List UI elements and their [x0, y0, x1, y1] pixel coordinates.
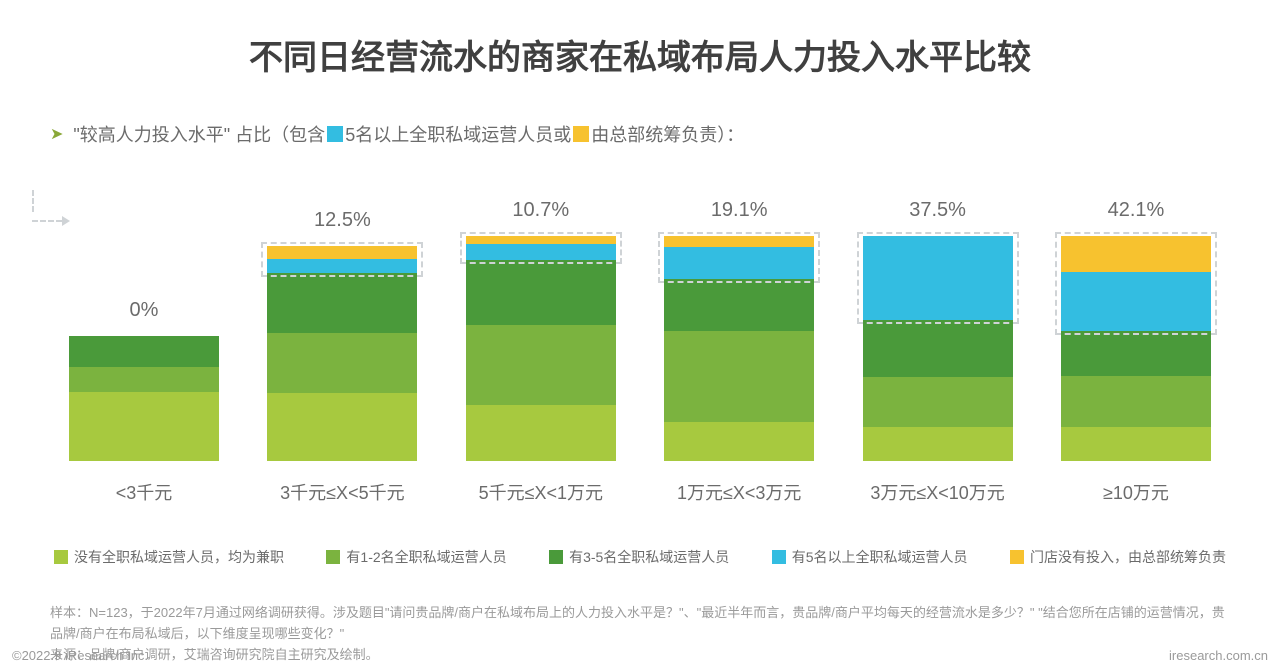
footnote-line-1: 样本：N=123，于2022年7月通过网络调研获得。涉及题目"请问贵品牌/商户在… — [50, 603, 1230, 645]
bar-segment — [664, 331, 814, 422]
chevron-icon: ➤ — [50, 124, 63, 144]
legend-label: 有1-2名全职私域运营人员 — [346, 547, 506, 567]
bar-segment — [466, 325, 616, 405]
bar-segment — [267, 393, 417, 461]
bar-wrap — [863, 236, 1013, 461]
bar-segment — [69, 336, 219, 367]
x-tick-label: 5千元≤X<1万元 — [457, 479, 625, 505]
bar-segment — [1061, 376, 1211, 428]
chart-column: 10.7% — [457, 199, 625, 461]
bar-segment — [267, 246, 417, 259]
legend-item: 有1-2名全职私域运营人员 — [326, 547, 506, 567]
bar-segment — [664, 247, 814, 279]
stacked-bar — [863, 236, 1013, 461]
bar-segment — [664, 279, 814, 331]
legend-swatch-icon — [1010, 550, 1024, 564]
bar-segment — [69, 392, 219, 461]
swatch-5plus-icon — [327, 126, 343, 142]
bar-segment — [1061, 427, 1211, 461]
swatch-hq-icon — [573, 126, 589, 142]
legend-label: 有5名以上全职私域运营人员 — [792, 547, 968, 567]
top-pct-label: 12.5% — [314, 209, 371, 232]
bar-wrap — [69, 336, 219, 461]
bar-segment — [267, 333, 417, 393]
bar-segment — [863, 236, 1013, 320]
legend-swatch-icon — [772, 550, 786, 564]
chart-column: 0% — [60, 299, 228, 461]
bar-segment — [466, 405, 616, 461]
stacked-bar — [69, 336, 219, 461]
legend-label: 门店没有投入，由总部统筹负责 — [1030, 547, 1226, 567]
bar-segment — [664, 236, 814, 247]
bar-segment — [466, 244, 616, 260]
x-tick-label: 3万元≤X<10万元 — [854, 479, 1022, 505]
subtitle-suffix: 由总部统筹负责）： — [591, 121, 744, 147]
top-pct-label: 0% — [130, 299, 159, 322]
bar-segment — [1061, 331, 1211, 376]
bar-segment — [69, 367, 219, 392]
chart-column: 12.5% — [258, 209, 426, 461]
subtitle-prefix: "较高人力投入水平" 占比（包含 — [73, 121, 325, 147]
chart-column: 37.5% — [854, 199, 1022, 461]
site-link: iresearch.com.cn — [1169, 648, 1268, 663]
legend-swatch-icon — [54, 550, 68, 564]
top-pct-label: 37.5% — [909, 199, 966, 222]
bar-segment — [863, 377, 1013, 428]
bar-segment — [267, 259, 417, 272]
bar-segment — [466, 260, 616, 325]
top-pct-label: 42.1% — [1108, 199, 1165, 222]
top-pct-label: 19.1% — [711, 199, 768, 222]
x-tick-label: <3千元 — [60, 479, 228, 505]
top-pct-label: 10.7% — [512, 199, 569, 222]
legend-swatch-icon — [549, 550, 563, 564]
subtitle: ➤ "较高人力投入水平" 占比（包含 5名以上全职私域运营人员或 由总部统筹负责… — [50, 121, 1230, 147]
legend: 没有全职私域运营人员，均为兼职 有1-2名全职私域运营人员 有3-5名全职私域运营人… — [50, 547, 1230, 567]
bar-wrap — [664, 236, 814, 461]
stacked-bar — [664, 236, 814, 461]
bar-segment — [1061, 236, 1211, 272]
legend-item: 有5名以上全职私域运营人员 — [772, 547, 968, 567]
bar-wrap — [466, 236, 616, 461]
stacked-bar — [466, 236, 616, 461]
footer: ©2022.9 iResearch Inc. iresearch.com.cn — [12, 648, 1268, 663]
subtitle-mid: 5名以上全职私域运营人员或 — [345, 121, 571, 147]
bar-wrap — [1061, 236, 1211, 461]
copyright: ©2022.9 iResearch Inc. — [12, 648, 148, 663]
bar-wrap — [267, 246, 417, 461]
stacked-bar — [1061, 236, 1211, 461]
legend-label: 没有全职私域运营人员，均为兼职 — [74, 547, 284, 567]
legend-item: 有3-5名全职私域运营人员 — [549, 547, 729, 567]
page: 不同日经营流水的商家在私域布局人力投入水平比较 ➤ "较高人力投入水平" 占比（… — [0, 0, 1280, 671]
legend-swatch-icon — [326, 550, 340, 564]
bar-segment — [466, 236, 616, 244]
chart-column: 42.1% — [1052, 199, 1220, 461]
bar-segment — [863, 320, 1013, 376]
x-tick-label: 1万元≤X<3万元 — [655, 479, 823, 505]
chart-column: 19.1% — [655, 199, 823, 461]
legend-label: 有3-5名全职私域运营人员 — [569, 547, 729, 567]
x-tick-label: ≥10万元 — [1052, 479, 1220, 505]
legend-item: 门店没有投入，由总部统筹负责 — [1010, 547, 1226, 567]
bar-segment — [863, 427, 1013, 461]
x-axis: <3千元 3千元≤X<5千元 5千元≤X<1万元 1万元≤X<3万元 3万元≤X<10万… — [50, 479, 1230, 505]
bar-segment — [664, 422, 814, 461]
bar-segment — [267, 273, 417, 333]
stacked-bar-chart: 0% 12.5% 10.7% 19.1% 37.5% 42.1% — [50, 161, 1230, 461]
guide-arrow-icon — [32, 190, 70, 228]
legend-item: 没有全职私域运营人员，均为兼职 — [54, 547, 284, 567]
bar-segment — [1061, 272, 1211, 331]
stacked-bar — [267, 246, 417, 461]
x-tick-label: 3千元≤X<5千元 — [258, 479, 426, 505]
page-title: 不同日经营流水的商家在私域布局人力投入水平比较 — [50, 30, 1230, 79]
